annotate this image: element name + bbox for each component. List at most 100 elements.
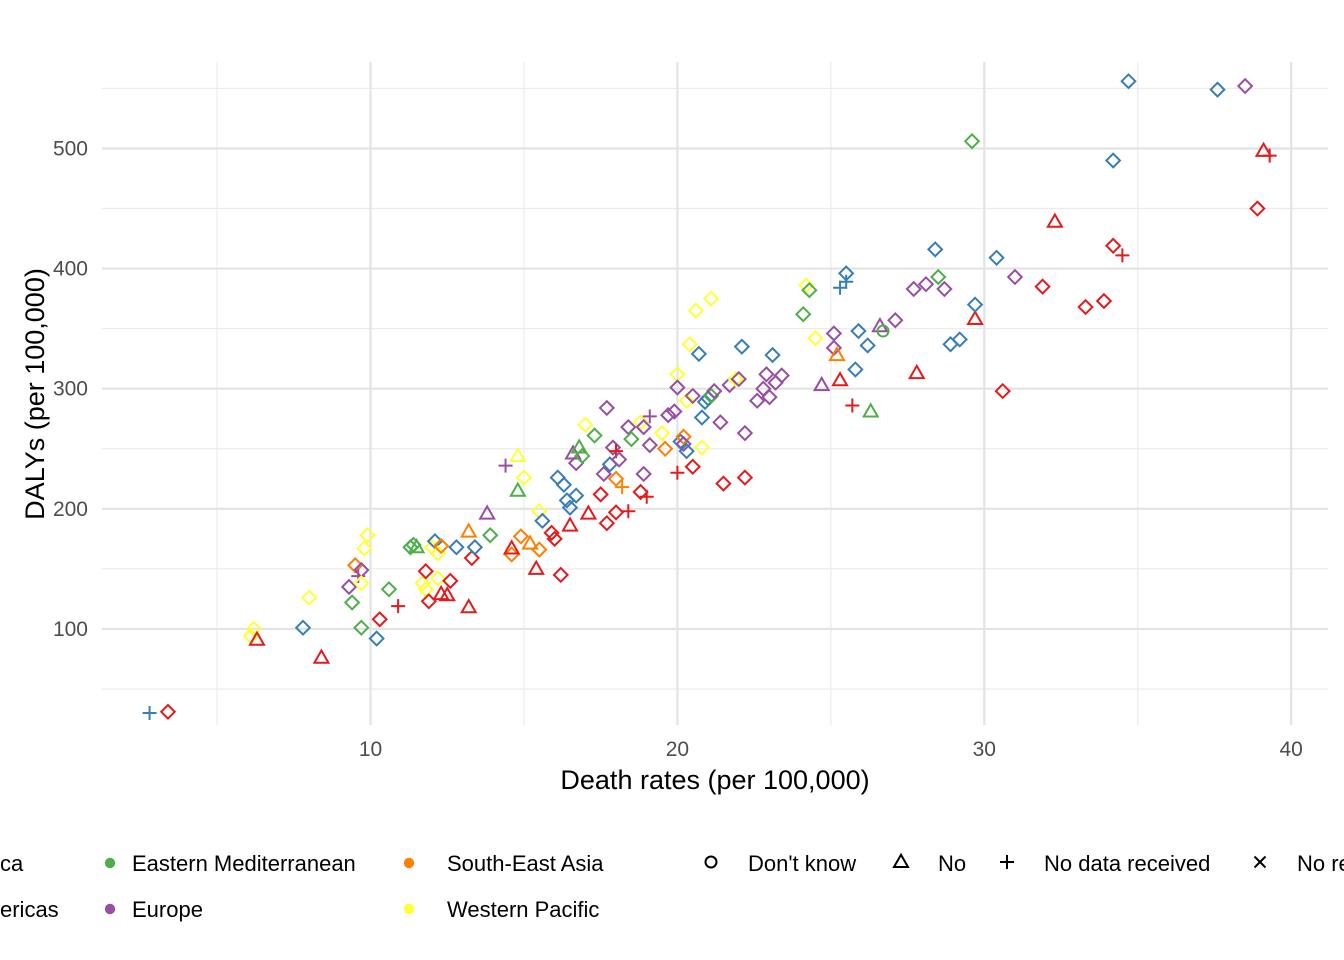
data-point	[702, 290, 720, 307]
legend-label: ericas	[0, 897, 59, 922]
data-point	[847, 361, 864, 378]
data-point	[448, 539, 465, 556]
data-point	[340, 578, 358, 596]
data-point	[801, 281, 818, 299]
data-point	[1120, 73, 1137, 90]
data-point	[531, 541, 548, 558]
data-point	[635, 465, 652, 483]
data-point	[887, 312, 904, 329]
data-point	[459, 598, 478, 614]
data-point	[653, 424, 671, 442]
data-point	[681, 336, 698, 353]
data-point	[1209, 81, 1226, 98]
data-point	[684, 387, 701, 405]
data-point	[459, 522, 478, 538]
data-point	[715, 475, 732, 492]
data-point	[988, 249, 1005, 266]
data-point	[1077, 298, 1094, 316]
data-point	[839, 274, 854, 289]
data-point	[798, 277, 815, 294]
data-point	[675, 435, 692, 453]
legend-label: Eastern Mediterranean	[132, 851, 356, 876]
legend-shape-key	[704, 855, 718, 869]
data-point	[380, 581, 398, 598]
data-point	[555, 476, 573, 493]
data-point	[1104, 237, 1122, 254]
data-point	[248, 630, 266, 646]
data-point	[567, 487, 585, 504]
x-tick-label: 30	[973, 738, 996, 761]
data-point	[748, 392, 766, 409]
x-tick-label: 10	[359, 738, 382, 761]
data-point	[359, 527, 376, 544]
data-point	[730, 370, 747, 388]
y-tick-label: 400	[53, 258, 88, 281]
data-point	[312, 648, 331, 664]
data-point	[951, 331, 968, 348]
data-point	[702, 387, 720, 405]
data-point	[812, 375, 831, 392]
data-point	[807, 330, 824, 347]
data-point	[577, 416, 594, 433]
data-point	[353, 619, 370, 636]
data-point	[639, 489, 654, 504]
data-point	[481, 527, 499, 544]
data-point	[353, 575, 370, 592]
data-point	[642, 409, 657, 424]
data-point	[1262, 148, 1277, 163]
data-point	[833, 280, 848, 295]
data-point	[669, 379, 686, 396]
data-point	[574, 447, 591, 465]
data-point	[764, 346, 781, 364]
major-gridlines	[102, 62, 1328, 725]
data-point	[721, 376, 738, 394]
data-point	[607, 504, 625, 521]
data-point	[595, 465, 612, 483]
data-point	[432, 537, 450, 555]
x-tick-label: 20	[666, 738, 689, 761]
data-point	[502, 539, 521, 555]
data-point	[727, 370, 744, 388]
data-point	[905, 280, 922, 298]
legend-color-key	[104, 903, 116, 915]
data-point	[675, 428, 692, 445]
data-point	[684, 458, 701, 475]
data-point	[515, 469, 533, 486]
data-point	[876, 324, 890, 338]
data-point	[478, 504, 496, 520]
data-point	[521, 534, 539, 550]
data-point	[712, 414, 729, 431]
data-point	[604, 439, 622, 456]
legend: ca ericas Eastern Mediterranean Europe South…	[0, 851, 1344, 922]
data-point	[586, 427, 603, 444]
data-point	[159, 703, 177, 721]
data-point	[773, 367, 790, 384]
legend-label: Don't know	[748, 851, 856, 876]
data-point	[670, 465, 685, 480]
data-point	[1249, 200, 1266, 217]
data-point	[1006, 268, 1024, 286]
y-tick-label: 300	[53, 378, 88, 401]
data-point	[598, 399, 616, 417]
data-point	[1046, 212, 1064, 228]
legend-label: ca	[0, 851, 24, 876]
legend-color-key	[104, 857, 116, 869]
y-tick-label: 100	[53, 618, 88, 641]
data-point	[463, 549, 481, 567]
legend-label: No re	[1297, 851, 1344, 876]
data-point	[837, 265, 855, 282]
data-point	[850, 322, 867, 340]
data-point	[693, 439, 711, 456]
data-point	[579, 504, 598, 520]
data-point	[407, 538, 426, 554]
data-point	[687, 302, 705, 319]
minor-gridlines	[102, 62, 1328, 725]
x-tick-label: 40	[1279, 738, 1302, 761]
data-point	[1115, 248, 1130, 263]
data-point	[635, 418, 652, 436]
legend-label: Western Pacific	[447, 897, 599, 922]
data-point	[736, 424, 754, 442]
data-point	[994, 382, 1011, 400]
data-point	[678, 392, 695, 409]
data-point	[368, 630, 385, 647]
